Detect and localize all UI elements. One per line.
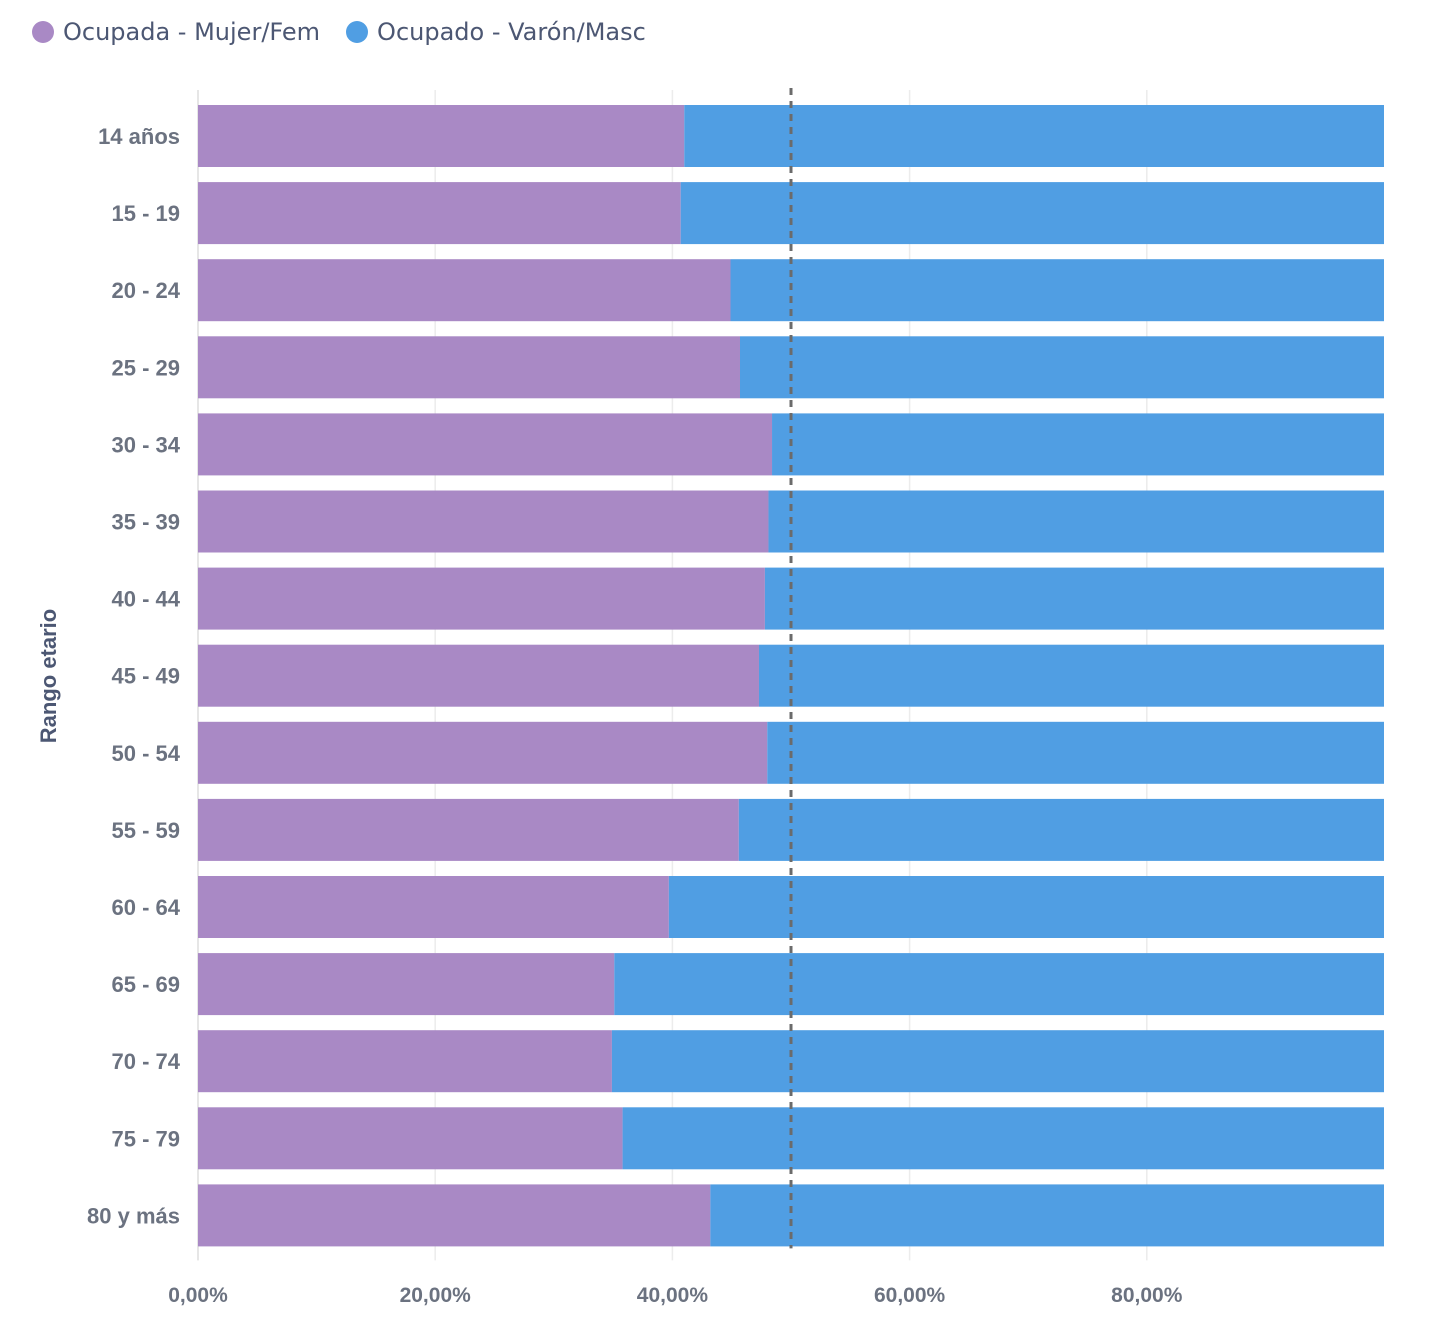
legend-swatch-male xyxy=(346,21,369,43)
bars xyxy=(198,105,1384,1247)
bar-male[interactable] xyxy=(772,413,1384,476)
x-tick-label: 60,00% xyxy=(874,1284,946,1307)
bar-female[interactable] xyxy=(198,105,685,167)
bar-male[interactable] xyxy=(764,567,1384,630)
category-label: 40 - 44 xyxy=(112,587,181,612)
category-label: 70 - 74 xyxy=(112,1049,181,1074)
bar-female[interactable] xyxy=(198,644,759,707)
bar-male[interactable] xyxy=(684,105,1384,167)
bar-female[interactable] xyxy=(198,336,741,399)
bar-male[interactable] xyxy=(768,490,1384,553)
category-label: 50 - 54 xyxy=(112,741,181,766)
bar-female[interactable] xyxy=(198,567,765,630)
bar-male[interactable] xyxy=(738,798,1384,861)
bar-female[interactable] xyxy=(198,876,669,938)
category-label: 45 - 49 xyxy=(112,664,181,689)
category-label: 20 - 24 xyxy=(112,278,181,303)
bar-female[interactable] xyxy=(198,953,615,1016)
legend: Ocupada - Mujer/Fem Ocupado - Varón/Masc xyxy=(32,18,646,46)
bar-female[interactable] xyxy=(198,413,773,476)
category-label: 14 años xyxy=(98,124,180,149)
category-label: 60 - 64 xyxy=(112,895,181,920)
category-label: 15 - 19 xyxy=(112,201,181,226)
bar-male[interactable] xyxy=(710,1184,1384,1247)
x-tick-labels: 0,00% 20,00% 40,00% 60,00% 80,00% xyxy=(168,1284,1183,1307)
bar-female[interactable] xyxy=(198,182,681,245)
bar-female[interactable] xyxy=(198,1030,612,1093)
bar-male[interactable] xyxy=(740,336,1384,399)
bar-male[interactable] xyxy=(730,259,1384,322)
bar-male[interactable] xyxy=(611,1030,1384,1093)
bar-female[interactable] xyxy=(198,259,731,322)
x-tick-label: 0,00% xyxy=(168,1284,228,1307)
bar-male[interactable] xyxy=(668,876,1384,938)
bar-female[interactable] xyxy=(198,1107,623,1170)
bar-female[interactable] xyxy=(198,798,739,861)
x-tick-label: 20,00% xyxy=(400,1284,472,1307)
bar-female[interactable] xyxy=(198,490,769,553)
legend-swatch-female xyxy=(32,21,54,43)
bar-female[interactable] xyxy=(198,1184,711,1247)
category-label: 30 - 34 xyxy=(112,432,181,457)
bar-male[interactable] xyxy=(680,182,1384,245)
y-axis-title: Rango etario xyxy=(36,609,61,743)
category-label: 80 y más xyxy=(87,1203,180,1228)
category-labels: 14 años 15 - 19 20 - 24 25 - 29 30 - 34 35 - … xyxy=(87,124,181,1228)
category-label: 75 - 79 xyxy=(112,1126,181,1151)
bar-male[interactable] xyxy=(767,721,1384,784)
bar-male[interactable] xyxy=(614,953,1384,1016)
x-tick-label: 40,00% xyxy=(637,1284,709,1307)
category-label: 25 - 29 xyxy=(112,355,181,380)
bar-male[interactable] xyxy=(758,644,1384,707)
category-label: 35 - 39 xyxy=(112,510,181,535)
category-label: 65 - 69 xyxy=(112,972,181,997)
x-tick-label: 80,00% xyxy=(1111,1284,1183,1307)
bar-male[interactable] xyxy=(622,1107,1384,1170)
legend-label-female: Ocupada - Mujer/Fem xyxy=(63,18,321,46)
legend-item-female[interactable]: Ocupada - Mujer/Fem xyxy=(32,18,320,46)
category-label: 55 - 59 xyxy=(112,818,181,843)
bar-female[interactable] xyxy=(198,721,768,784)
legend-label-male: Ocupado - Varón/Masc xyxy=(377,18,646,46)
legend-item-male[interactable]: Ocupado - Varón/Masc xyxy=(346,18,646,46)
